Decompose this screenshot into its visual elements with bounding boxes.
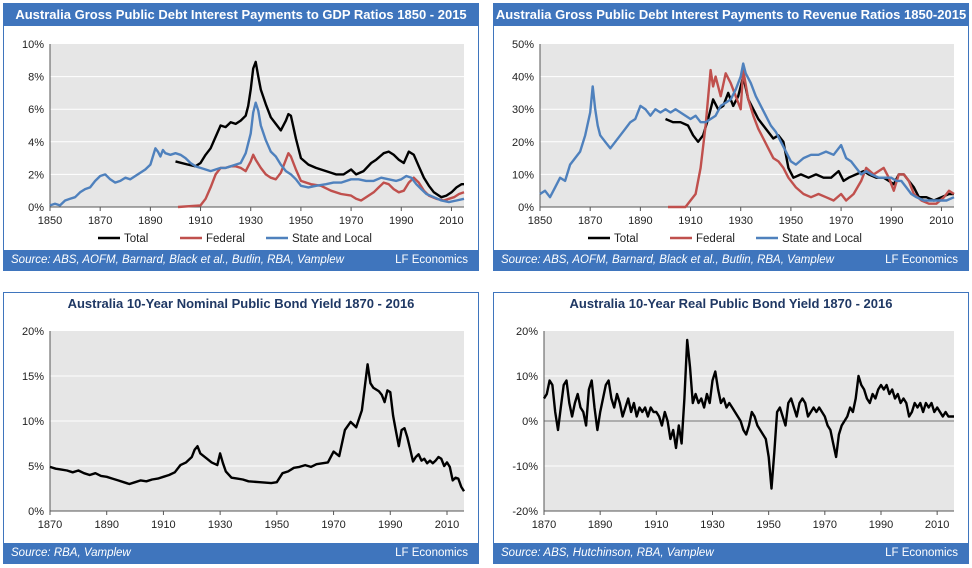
legend-label: State and Local <box>782 233 862 245</box>
x-tick-label: 1850 <box>38 215 62 227</box>
chart-footer: Source: RBA, Vamplew LF Economics <box>4 543 478 563</box>
y-tick-label: 0% <box>28 202 44 214</box>
brand-label: LF Economics <box>885 547 958 559</box>
x-tick-label: 1990 <box>389 215 413 227</box>
x-tick-label: 1990 <box>879 215 903 227</box>
x-tick-label: 1930 <box>208 519 232 531</box>
y-tick-label: 10% <box>516 371 538 383</box>
series-line-total <box>175 60 464 199</box>
x-tick-label: 1870 <box>532 519 556 531</box>
chart-footer: Source: ABS, AOFM, Barnard, Black et al.… <box>4 250 478 270</box>
source-note: Source: ABS, AOFM, Barnard, Black et al.… <box>11 254 344 266</box>
x-tick-label: 2010 <box>925 519 949 531</box>
source-note: Source: ABS, AOFM, Barnard, Black et al.… <box>501 254 834 266</box>
y-tick-label: 2% <box>28 169 44 181</box>
chart-title: Australia Gross Public Debt Interest Pay… <box>4 4 478 26</box>
chart-title: Australia Gross Public Debt Interest Pay… <box>494 4 968 26</box>
x-tick-label: 1970 <box>813 519 837 531</box>
chart-footer: Source: ABS, Hutchinson, RBA, Vamplew LF… <box>494 543 968 563</box>
x-tick-label: 1990 <box>378 519 402 531</box>
y-tick-label: 20% <box>22 326 44 338</box>
y-tick-label: 6% <box>28 104 44 116</box>
series-line-state-and-local <box>539 62 955 202</box>
x-tick-label: 1890 <box>588 519 612 531</box>
y-tick-label: 20% <box>512 137 534 149</box>
chart-area: 0% 5% 10% 15% 20% 1870 1890 1910 1930 1950 1970 199… <box>22 326 466 531</box>
y-tick-label: 0% <box>518 202 534 214</box>
x-tick-label: 2010 <box>435 519 459 531</box>
x-tick-label: 1910 <box>644 519 668 531</box>
source-note: Source: ABS, Hutchinson, RBA, Vamplew <box>501 547 714 559</box>
chart-title: Australia 10-Year Real Public Bond Yield… <box>494 293 968 315</box>
x-tick-label: 2010 <box>929 215 953 227</box>
x-tick-label: 1930 <box>700 519 724 531</box>
y-tick-label: 0% <box>28 506 44 518</box>
x-tick-label: 1990 <box>869 519 893 531</box>
series-line-state-and-local <box>49 101 465 207</box>
brand-label: LF Economics <box>395 254 468 266</box>
chart-area: 0% 2% 4% 6% 8% 10% 1850 1870 1890 1910 1930 1950 197… <box>22 39 465 245</box>
x-tick-label: 1870 <box>578 215 602 227</box>
y-tick-label: 15% <box>22 371 44 383</box>
chart-title: Australia 10-Year Nominal Public Bond Yi… <box>4 293 478 315</box>
legend-label: Federal <box>696 233 735 245</box>
chart-area: -20% -10% 0% 10% 20% 1870 1890 1910 1930 1950 1970… <box>512 326 954 531</box>
y-tick-label: 0% <box>522 416 538 428</box>
series-line-real-yield <box>542 338 954 490</box>
x-tick-label: 1970 <box>829 215 853 227</box>
x-tick-label: 1970 <box>321 519 345 531</box>
x-tick-label: 1950 <box>265 519 289 531</box>
x-tick-label: 1930 <box>728 215 752 227</box>
y-tick-label: 10% <box>512 169 534 181</box>
legend-label: Federal <box>206 233 245 245</box>
x-tick-label: 1870 <box>38 519 62 531</box>
chart-area: 0% 10% 20% 30% 40% 50% 1850 1870 1890 1910 1930 195… <box>512 39 955 245</box>
y-tick-label: 4% <box>28 137 44 149</box>
brand-label: LF Economics <box>395 547 468 559</box>
x-tick-label: 2010 <box>439 215 463 227</box>
y-tick-label: -10% <box>512 461 538 473</box>
x-tick-label: 1890 <box>628 215 652 227</box>
x-tick-label: 1950 <box>289 215 313 227</box>
y-tick-label: 30% <box>512 104 534 116</box>
series-line-yield <box>49 363 466 492</box>
y-tick-label: 8% <box>28 72 44 84</box>
y-tick-label: 10% <box>22 416 44 428</box>
series-line-federal <box>668 68 955 209</box>
x-tick-label: 1890 <box>94 519 118 531</box>
x-tick-label: 1950 <box>756 519 780 531</box>
x-tick-label: 1930 <box>238 215 262 227</box>
chart-panel-real-yield: Australia 10-Year Real Public Bond Yield… <box>493 292 969 564</box>
chart-panel-interest-revenue: Australia Gross Public Debt Interest Pay… <box>493 3 969 271</box>
chart-panel-nominal-yield: Australia 10-Year Nominal Public Bond Yi… <box>3 292 479 564</box>
x-tick-label: 1970 <box>339 215 363 227</box>
source-note: Source: RBA, Vamplew <box>11 547 131 559</box>
x-tick-label: 1870 <box>88 215 112 227</box>
chart-footer: Source: ABS, AOFM, Barnard, Black et al.… <box>494 250 968 270</box>
brand-label: LF Economics <box>885 254 958 266</box>
legend-label: Total <box>614 233 638 245</box>
x-tick-label: 1850 <box>528 215 552 227</box>
x-tick-label: 1910 <box>151 519 175 531</box>
y-tick-label: 5% <box>28 461 44 473</box>
y-tick-label: 10% <box>22 39 44 51</box>
x-tick-label: 1890 <box>138 215 162 227</box>
legend-label: State and Local <box>292 233 372 245</box>
x-tick-label: 1950 <box>779 215 803 227</box>
chart-panel-interest-gdp: Australia Gross Public Debt Interest Pay… <box>3 3 479 271</box>
x-tick-label: 1910 <box>678 215 702 227</box>
x-tick-label: 1910 <box>188 215 212 227</box>
y-tick-label: 50% <box>512 39 534 51</box>
y-tick-label: -20% <box>512 506 538 518</box>
y-tick-label: 40% <box>512 72 534 84</box>
y-tick-label: 20% <box>516 326 538 338</box>
legend-label: Total <box>124 233 148 245</box>
